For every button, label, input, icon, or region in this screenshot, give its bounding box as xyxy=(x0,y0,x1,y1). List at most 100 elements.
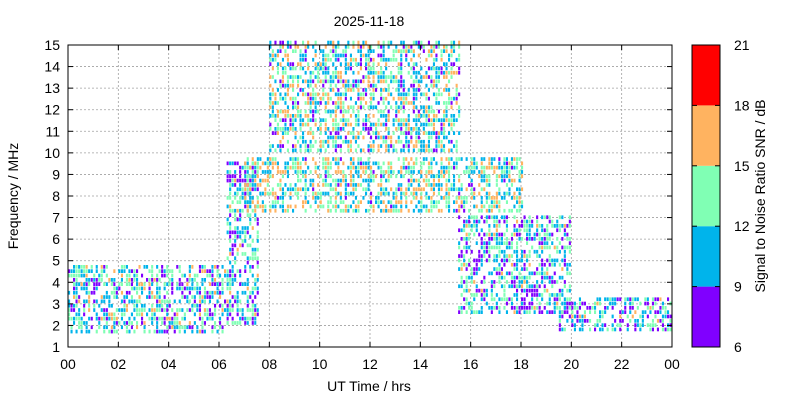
snr-cell xyxy=(161,308,164,312)
snr-cell xyxy=(161,269,164,273)
snr-cell xyxy=(319,204,322,209)
snr-cell xyxy=(425,96,428,101)
snr-cell xyxy=(500,271,503,276)
snr-cell xyxy=(448,96,451,101)
snr-cell xyxy=(445,178,448,183)
snr-cell xyxy=(443,170,446,174)
snr-cell xyxy=(631,297,634,302)
snr-cell xyxy=(440,144,443,148)
snr-cell xyxy=(246,230,249,235)
colorbar-frame xyxy=(691,44,721,348)
snr-cell xyxy=(344,204,347,209)
snr-cell xyxy=(256,247,259,252)
snr-cell xyxy=(231,321,234,325)
snr-cell xyxy=(432,122,435,127)
snr-cell xyxy=(553,293,556,297)
snr-cell xyxy=(244,239,247,243)
snr-cell xyxy=(619,327,622,332)
snr-cell xyxy=(437,135,440,140)
snr-cell xyxy=(292,148,295,153)
snr-cell xyxy=(193,295,196,299)
snr-cell xyxy=(460,293,463,297)
snr-cell xyxy=(241,165,244,170)
snr-cell xyxy=(417,183,420,187)
snr-cell xyxy=(276,165,279,170)
snr-cell xyxy=(465,165,468,170)
snr-cell xyxy=(294,49,297,53)
snr-cell xyxy=(450,53,453,58)
snr-cell xyxy=(422,127,425,131)
snr-cell xyxy=(307,79,310,84)
snr-cell xyxy=(314,40,317,45)
snr-cell xyxy=(500,232,503,237)
snr-cell xyxy=(309,144,312,148)
snr-cell xyxy=(385,170,388,174)
snr-cell xyxy=(405,139,408,144)
snr-cell xyxy=(166,308,169,312)
snr-cell xyxy=(533,232,536,237)
snr-cell xyxy=(78,269,81,273)
snr-cell xyxy=(432,49,435,53)
snr-cell xyxy=(357,62,360,66)
snr-cell xyxy=(151,308,154,312)
snr-cell xyxy=(362,135,365,140)
snr-cell xyxy=(284,83,287,88)
snr-cell xyxy=(264,208,267,213)
snr-cell xyxy=(641,314,644,319)
snr-cell xyxy=(352,79,355,84)
snr-cell xyxy=(475,310,478,314)
snr-cell xyxy=(473,204,476,209)
snr-cell xyxy=(362,45,365,49)
snr-cell xyxy=(495,271,498,276)
snr-cell xyxy=(385,178,388,183)
snr-cell xyxy=(430,53,433,58)
snr-cell xyxy=(191,278,194,282)
snr-cell xyxy=(460,228,463,233)
snr-cell xyxy=(231,269,234,273)
snr-cell xyxy=(216,269,219,273)
colorbar-tick-label: 6 xyxy=(734,339,742,355)
snr-cell xyxy=(284,66,287,71)
x-tick-label: 20 xyxy=(564,356,580,372)
snr-cell xyxy=(246,174,249,179)
snr-cell xyxy=(402,88,405,92)
snr-cell xyxy=(375,196,378,200)
snr-cell xyxy=(531,297,534,302)
snr-cell xyxy=(546,237,549,241)
snr-cell xyxy=(136,286,139,291)
snr-cell xyxy=(279,144,282,148)
snr-cell xyxy=(203,321,206,325)
snr-cell xyxy=(614,297,617,302)
snr-cell xyxy=(485,183,488,187)
snr-cell xyxy=(483,293,486,297)
snr-cell xyxy=(110,303,113,308)
snr-cell xyxy=(239,316,242,321)
snr-cell xyxy=(400,118,403,122)
snr-cell xyxy=(269,92,272,97)
snr-cell xyxy=(382,109,385,114)
snr-cell xyxy=(329,96,332,101)
snr-cell xyxy=(437,174,440,179)
snr-cell xyxy=(276,127,279,131)
snr-cell xyxy=(382,187,385,192)
snr-cell xyxy=(289,191,292,196)
snr-cell xyxy=(495,183,498,187)
snr-cell xyxy=(536,271,539,276)
snr-cell xyxy=(183,295,186,299)
snr-cell xyxy=(271,157,274,161)
snr-cell xyxy=(372,131,375,135)
snr-cell xyxy=(503,191,506,196)
snr-cell xyxy=(246,165,249,170)
snr-cell xyxy=(314,196,317,200)
snr-cell xyxy=(163,273,166,278)
snr-cell xyxy=(113,282,116,286)
snr-cell xyxy=(362,170,365,174)
snr-cell xyxy=(73,269,76,273)
snr-cell xyxy=(528,284,531,289)
snr-cell xyxy=(448,148,451,153)
snr-cell xyxy=(286,92,289,97)
snr-cell xyxy=(244,290,247,295)
snr-cell xyxy=(307,40,310,45)
snr-cell xyxy=(495,228,498,233)
snr-cell xyxy=(503,170,506,174)
